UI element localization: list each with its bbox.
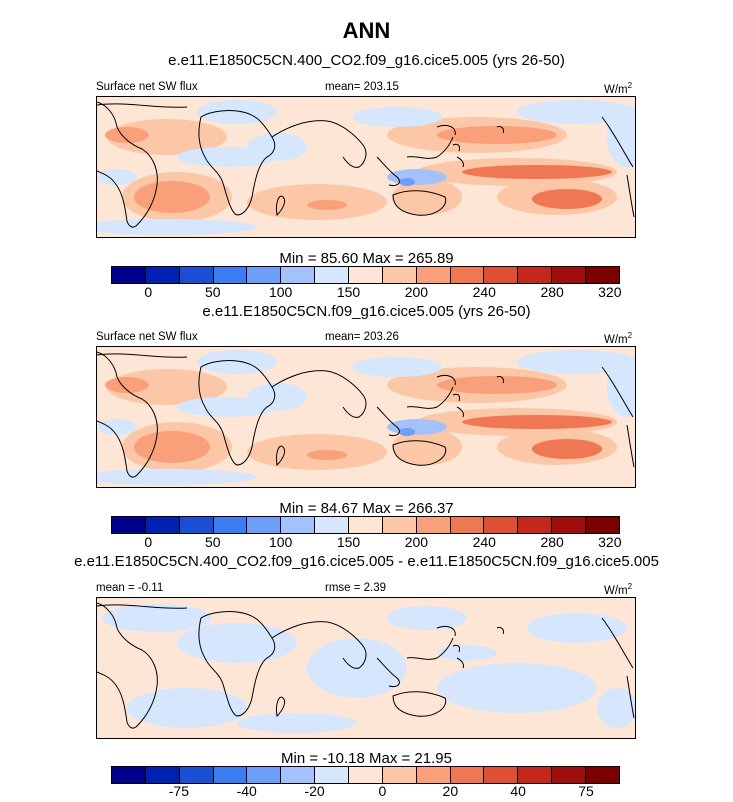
colorbar-tick-label: 0	[144, 534, 153, 550]
colorbar-swatch	[382, 267, 417, 283]
colorbar-tick-label: 320	[598, 534, 622, 550]
colorbar-swatch	[281, 517, 316, 533]
panel-1-colorbar	[111, 266, 620, 284]
panel-2-colorbar	[111, 516, 620, 534]
panel-1-minmax: Min = 85.60 Max = 265.89	[279, 250, 454, 267]
colorbar-swatch	[145, 267, 180, 283]
colorbar-swatch	[112, 267, 146, 283]
panel-2-units: W/m2	[604, 331, 633, 346]
panel-3-units: W/m2	[604, 582, 633, 597]
colorbar-swatch	[518, 267, 553, 283]
colorbar-swatch	[484, 267, 519, 283]
colorbar-tick-label: 280	[540, 284, 564, 300]
colorbar-swatch	[213, 517, 248, 533]
colorbar-swatch	[315, 517, 350, 533]
panel-2-mean: mean= 203.26	[325, 331, 399, 343]
colorbar-swatch	[179, 267, 214, 283]
colorbar-swatch	[213, 767, 248, 783]
colorbar-swatch	[179, 767, 214, 783]
panel-1-units: W/m2	[604, 81, 633, 96]
colorbar-tick-label: 40	[510, 783, 526, 799]
panel-3-field	[102, 604, 635, 733]
colorbar-swatch	[484, 767, 519, 783]
colorbar-swatch	[281, 267, 316, 283]
panel-3-subtitle: e.e11.E1850C5CN.400_CO2.f09_g16.cice5.00…	[74, 553, 659, 570]
colorbar-tick-label: 100	[268, 534, 293, 550]
colorbar-swatch	[518, 767, 553, 783]
colorbar-swatch	[552, 767, 587, 783]
panel-3-colorbar	[111, 766, 620, 784]
colorbar-swatch	[349, 517, 383, 533]
panel-1-subtitle: e.e11.E1850C5CN.400_CO2.f09_g16.cice5.00…	[168, 52, 565, 69]
colorbar-swatch	[416, 267, 451, 283]
colorbar-tick-label: 240	[472, 534, 496, 550]
colorbar-swatch	[145, 767, 180, 783]
colorbar-tick-label: 75	[578, 783, 594, 799]
colorbar-swatch	[586, 767, 619, 783]
panel-2-subtitle: e.e11.E1850C5CN.f09_g16.cice5.005 (yrs 2…	[202, 303, 531, 320]
colorbar-swatch	[586, 267, 619, 283]
colorbar-tick-label: 20	[442, 783, 459, 799]
panel-1-mean: mean= 203.15	[325, 81, 399, 93]
panel-1-colorbar-ticks: 0 50 100 150 200 240 280 320	[0, 284, 733, 302]
colorbar-swatch	[382, 517, 417, 533]
colorbar-swatch	[518, 517, 553, 533]
panel-1-variable-label: Surface net SW flux	[96, 81, 198, 93]
colorbar-swatch	[247, 267, 282, 283]
colorbar-swatch	[552, 517, 587, 533]
colorbar-swatch	[247, 517, 282, 533]
panel-3-minmax: Min = -10.18 Max = 21.95	[281, 750, 452, 767]
colorbar-swatch	[315, 267, 350, 283]
colorbar-tick-label: -20	[304, 783, 325, 799]
colorbar-tick-label: 0	[378, 783, 387, 799]
colorbar-tick-label: 50	[205, 534, 221, 550]
colorbar-swatch	[349, 267, 383, 283]
page-title: ANN	[342, 18, 391, 43]
colorbar-tick-label: 0	[144, 284, 153, 300]
panel-3-rmse: rmse = 2.39	[325, 582, 387, 594]
colorbar-swatch	[315, 767, 350, 783]
colorbar-swatch	[281, 767, 316, 783]
panel-1-map	[96, 96, 636, 238]
colorbar-tick-label: 50	[205, 284, 221, 300]
panel-3-map	[96, 597, 636, 739]
colorbar-swatch	[382, 767, 417, 783]
colorbar-tick-label: 240	[472, 284, 496, 300]
colorbar-swatch	[247, 767, 282, 783]
colorbar-swatch	[112, 767, 146, 783]
colorbar-tick-label: 200	[404, 284, 429, 300]
panel-2-map	[96, 346, 636, 488]
colorbar-swatch	[450, 267, 485, 283]
colorbar-swatch	[416, 517, 451, 533]
colorbar-tick-label: 320	[598, 284, 622, 300]
colorbar-tick-label: 100	[268, 284, 293, 300]
colorbar-tick-label: 200	[404, 534, 429, 550]
colorbar-swatch	[145, 517, 180, 533]
colorbar-tick-label: 150	[336, 534, 361, 550]
panel-2-colorbar-ticks: 0 50 100 150 200 240 280 320	[0, 534, 733, 552]
colorbar-swatch	[179, 517, 214, 533]
colorbar-swatch	[349, 767, 383, 783]
colorbar-swatch	[112, 517, 146, 533]
colorbar-tick-label: 150	[336, 284, 361, 300]
colorbar-swatch	[416, 767, 451, 783]
colorbar-swatch	[586, 517, 619, 533]
panel-3-colorbar-ticks: -75 -40 -20 0 20 40 75	[0, 783, 733, 801]
panel-3-mean: mean = -0.11	[96, 582, 164, 594]
panel-2-minmax: Min = 84.67 Max = 266.37	[279, 500, 454, 517]
colorbar-tick-label: -40	[236, 783, 257, 799]
panel-2-variable-label: Surface net SW flux	[96, 331, 198, 343]
colorbar-swatch	[213, 267, 248, 283]
colorbar-tick-label: -75	[168, 783, 189, 799]
panel-1-field	[97, 100, 635, 235]
colorbar-swatch	[484, 517, 519, 533]
colorbar-swatch	[552, 267, 587, 283]
colorbar-tick-label: 280	[540, 534, 564, 550]
colorbar-swatch	[450, 517, 485, 533]
colorbar-swatch	[450, 767, 485, 783]
